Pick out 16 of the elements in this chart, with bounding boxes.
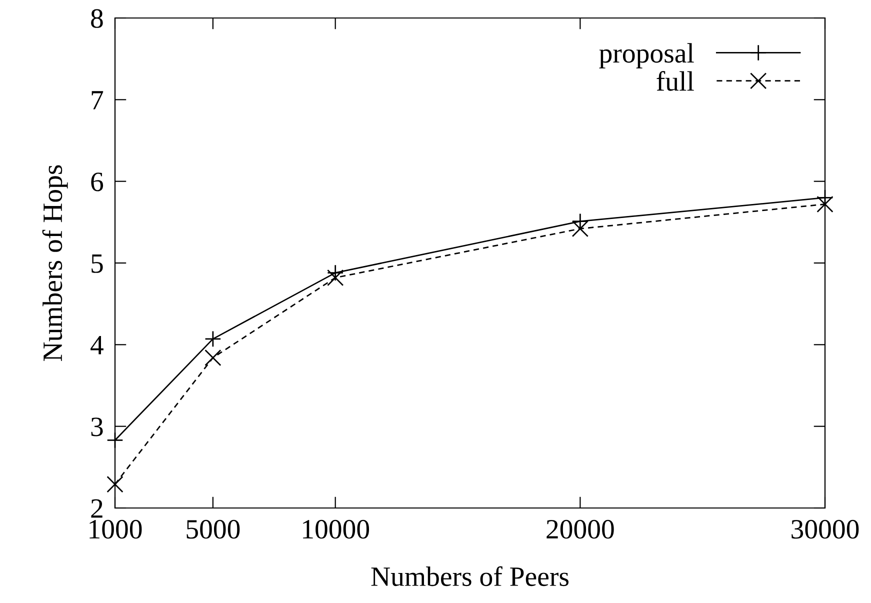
x-tick-label: 10000	[303, 520, 370, 539]
y-tick-label: 7	[92, 91, 104, 110]
x-tick-label: 20000	[546, 520, 614, 539]
x-tick-label: 5000	[186, 520, 240, 539]
y-tick-label: 8	[91, 9, 103, 28]
x-axis-title: Numbers of Peers	[371, 566, 569, 586]
y-tick-label: 3	[91, 418, 103, 436]
x-tick-label: 1000	[90, 520, 142, 539]
y-axis-title: Numbers of Hops	[42, 165, 68, 361]
y-tick-label: 5	[92, 254, 103, 273]
y-tick-label: 4	[90, 336, 104, 354]
legend-label: full	[656, 71, 694, 91]
y-tick-label: 2	[91, 499, 102, 518]
x-tick-label: 30000	[792, 520, 859, 539]
legend-label: proposal	[599, 43, 694, 68]
y-tick-label: 6	[91, 172, 104, 192]
